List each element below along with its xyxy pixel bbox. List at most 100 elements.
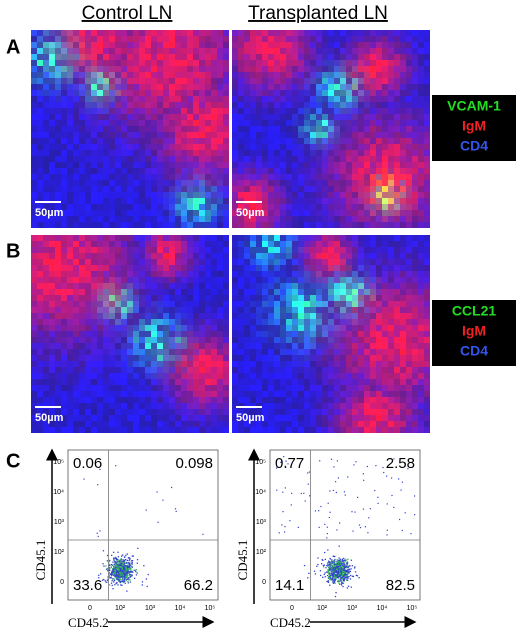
micrograph-pixel xyxy=(268,108,274,114)
micrograph-pixel xyxy=(322,259,328,265)
micrograph-pixel xyxy=(91,198,97,204)
micrograph-pixel xyxy=(169,415,175,421)
micrograph-pixel xyxy=(139,331,145,337)
micrograph-pixel xyxy=(211,174,217,180)
micrograph-pixel xyxy=(169,72,175,78)
micrograph-pixel xyxy=(85,30,91,36)
micrograph-pixel xyxy=(310,72,316,78)
micrograph-pixel xyxy=(334,397,340,403)
micrograph-pixel xyxy=(346,349,352,355)
micrograph-pixel xyxy=(310,283,316,289)
micrograph-pixel xyxy=(334,102,340,108)
micrograph-pixel xyxy=(109,397,115,403)
micrograph-pixel xyxy=(49,90,55,96)
micrograph-pixel xyxy=(67,325,73,331)
micrograph-pixel xyxy=(424,66,430,72)
micrograph-pixel xyxy=(316,144,322,150)
micrograph-pixel xyxy=(73,385,79,391)
micrograph-pixel xyxy=(328,66,334,72)
micrograph-pixel xyxy=(322,367,328,373)
micrograph-pixel xyxy=(298,385,304,391)
micrograph-pixel xyxy=(73,102,79,108)
micrograph-pixel xyxy=(187,84,193,90)
micrograph-pixel xyxy=(346,78,352,84)
micrograph-pixel xyxy=(382,222,388,228)
micrograph-pixel xyxy=(352,66,358,72)
micrograph-pixel xyxy=(346,180,352,186)
micrograph-pixel xyxy=(304,156,310,162)
micrograph-pixel xyxy=(286,144,292,150)
micrograph-pixel xyxy=(103,48,109,54)
micrograph-pixel xyxy=(280,72,286,78)
micrograph-pixel xyxy=(181,337,187,343)
micrograph-pixel xyxy=(205,355,211,361)
micrograph-pixel xyxy=(406,72,412,78)
micrograph-pixel xyxy=(262,150,268,156)
micrograph-pixel xyxy=(328,247,334,253)
micrograph-pixel xyxy=(61,162,67,168)
micrograph-pixel xyxy=(217,349,223,355)
micrograph-pixel xyxy=(199,373,205,379)
micrograph-pixel xyxy=(346,204,352,210)
micrograph-pixel xyxy=(382,114,388,120)
micrograph-pixel xyxy=(382,349,388,355)
micrograph-pixel xyxy=(382,271,388,277)
micrograph-pixel xyxy=(31,379,37,385)
micrograph-pixel xyxy=(169,174,175,180)
micrograph-pixel xyxy=(388,120,394,126)
micrograph-pixel xyxy=(67,162,73,168)
micrograph-pixel xyxy=(175,120,181,126)
micrograph-pixel xyxy=(217,222,223,228)
micrograph-pixel xyxy=(322,132,328,138)
micrograph-pixel xyxy=(151,84,157,90)
micrograph-pixel xyxy=(376,319,382,325)
micrograph-pixel xyxy=(280,162,286,168)
micrograph-pixel xyxy=(145,72,151,78)
micrograph-pixel xyxy=(79,241,85,247)
micrograph-pixel xyxy=(133,174,139,180)
micrograph-pixel xyxy=(169,192,175,198)
micrograph-pixel xyxy=(187,126,193,132)
micrograph-pixel xyxy=(400,331,406,337)
micrograph-pixel xyxy=(232,307,238,313)
micrograph-pixel xyxy=(244,289,250,295)
micrograph-pixel xyxy=(232,174,238,180)
micrograph-pixel xyxy=(388,253,394,259)
micrograph-pixel xyxy=(193,367,199,373)
micrograph-pixel xyxy=(316,295,322,301)
micrograph-pixel xyxy=(238,289,244,295)
micrograph-pixel xyxy=(310,325,316,331)
micrograph-pixel xyxy=(412,60,418,66)
micrograph-pixel xyxy=(334,319,340,325)
micrograph-pixel xyxy=(376,361,382,367)
micrograph-pixel xyxy=(31,313,37,319)
micrograph-pixel xyxy=(169,349,175,355)
micrograph-pixel xyxy=(382,247,388,253)
micrograph-pixel xyxy=(310,42,316,48)
micrograph-pixel xyxy=(358,108,364,114)
micrograph-pixel xyxy=(250,313,256,319)
micrograph-pixel xyxy=(145,379,151,385)
micrograph-pixel xyxy=(310,271,316,277)
micrograph-pixel xyxy=(418,198,424,204)
micrograph-pixel xyxy=(139,192,145,198)
micrograph-pixel xyxy=(55,307,61,313)
micrograph-pixel xyxy=(334,271,340,277)
micrograph-pixel xyxy=(394,283,400,289)
micrograph-pixel xyxy=(175,192,181,198)
micrograph-pixel xyxy=(211,403,217,409)
micrograph-pixel xyxy=(406,307,412,313)
micrograph-pixel xyxy=(316,385,322,391)
micrograph-pixel xyxy=(376,108,382,114)
micrograph-pixel xyxy=(412,373,418,379)
micrograph-pixel xyxy=(400,156,406,162)
micrograph-pixel xyxy=(364,78,370,84)
micrograph-pixel xyxy=(43,391,49,397)
micrograph-pixel xyxy=(223,331,229,337)
micrograph-pixel xyxy=(91,42,97,48)
micrograph-pixel xyxy=(424,373,430,379)
micrograph-pixel xyxy=(169,265,175,271)
micrograph-pixel xyxy=(316,355,322,361)
micrograph-pixel xyxy=(163,72,169,78)
micrograph-pixel xyxy=(292,361,298,367)
